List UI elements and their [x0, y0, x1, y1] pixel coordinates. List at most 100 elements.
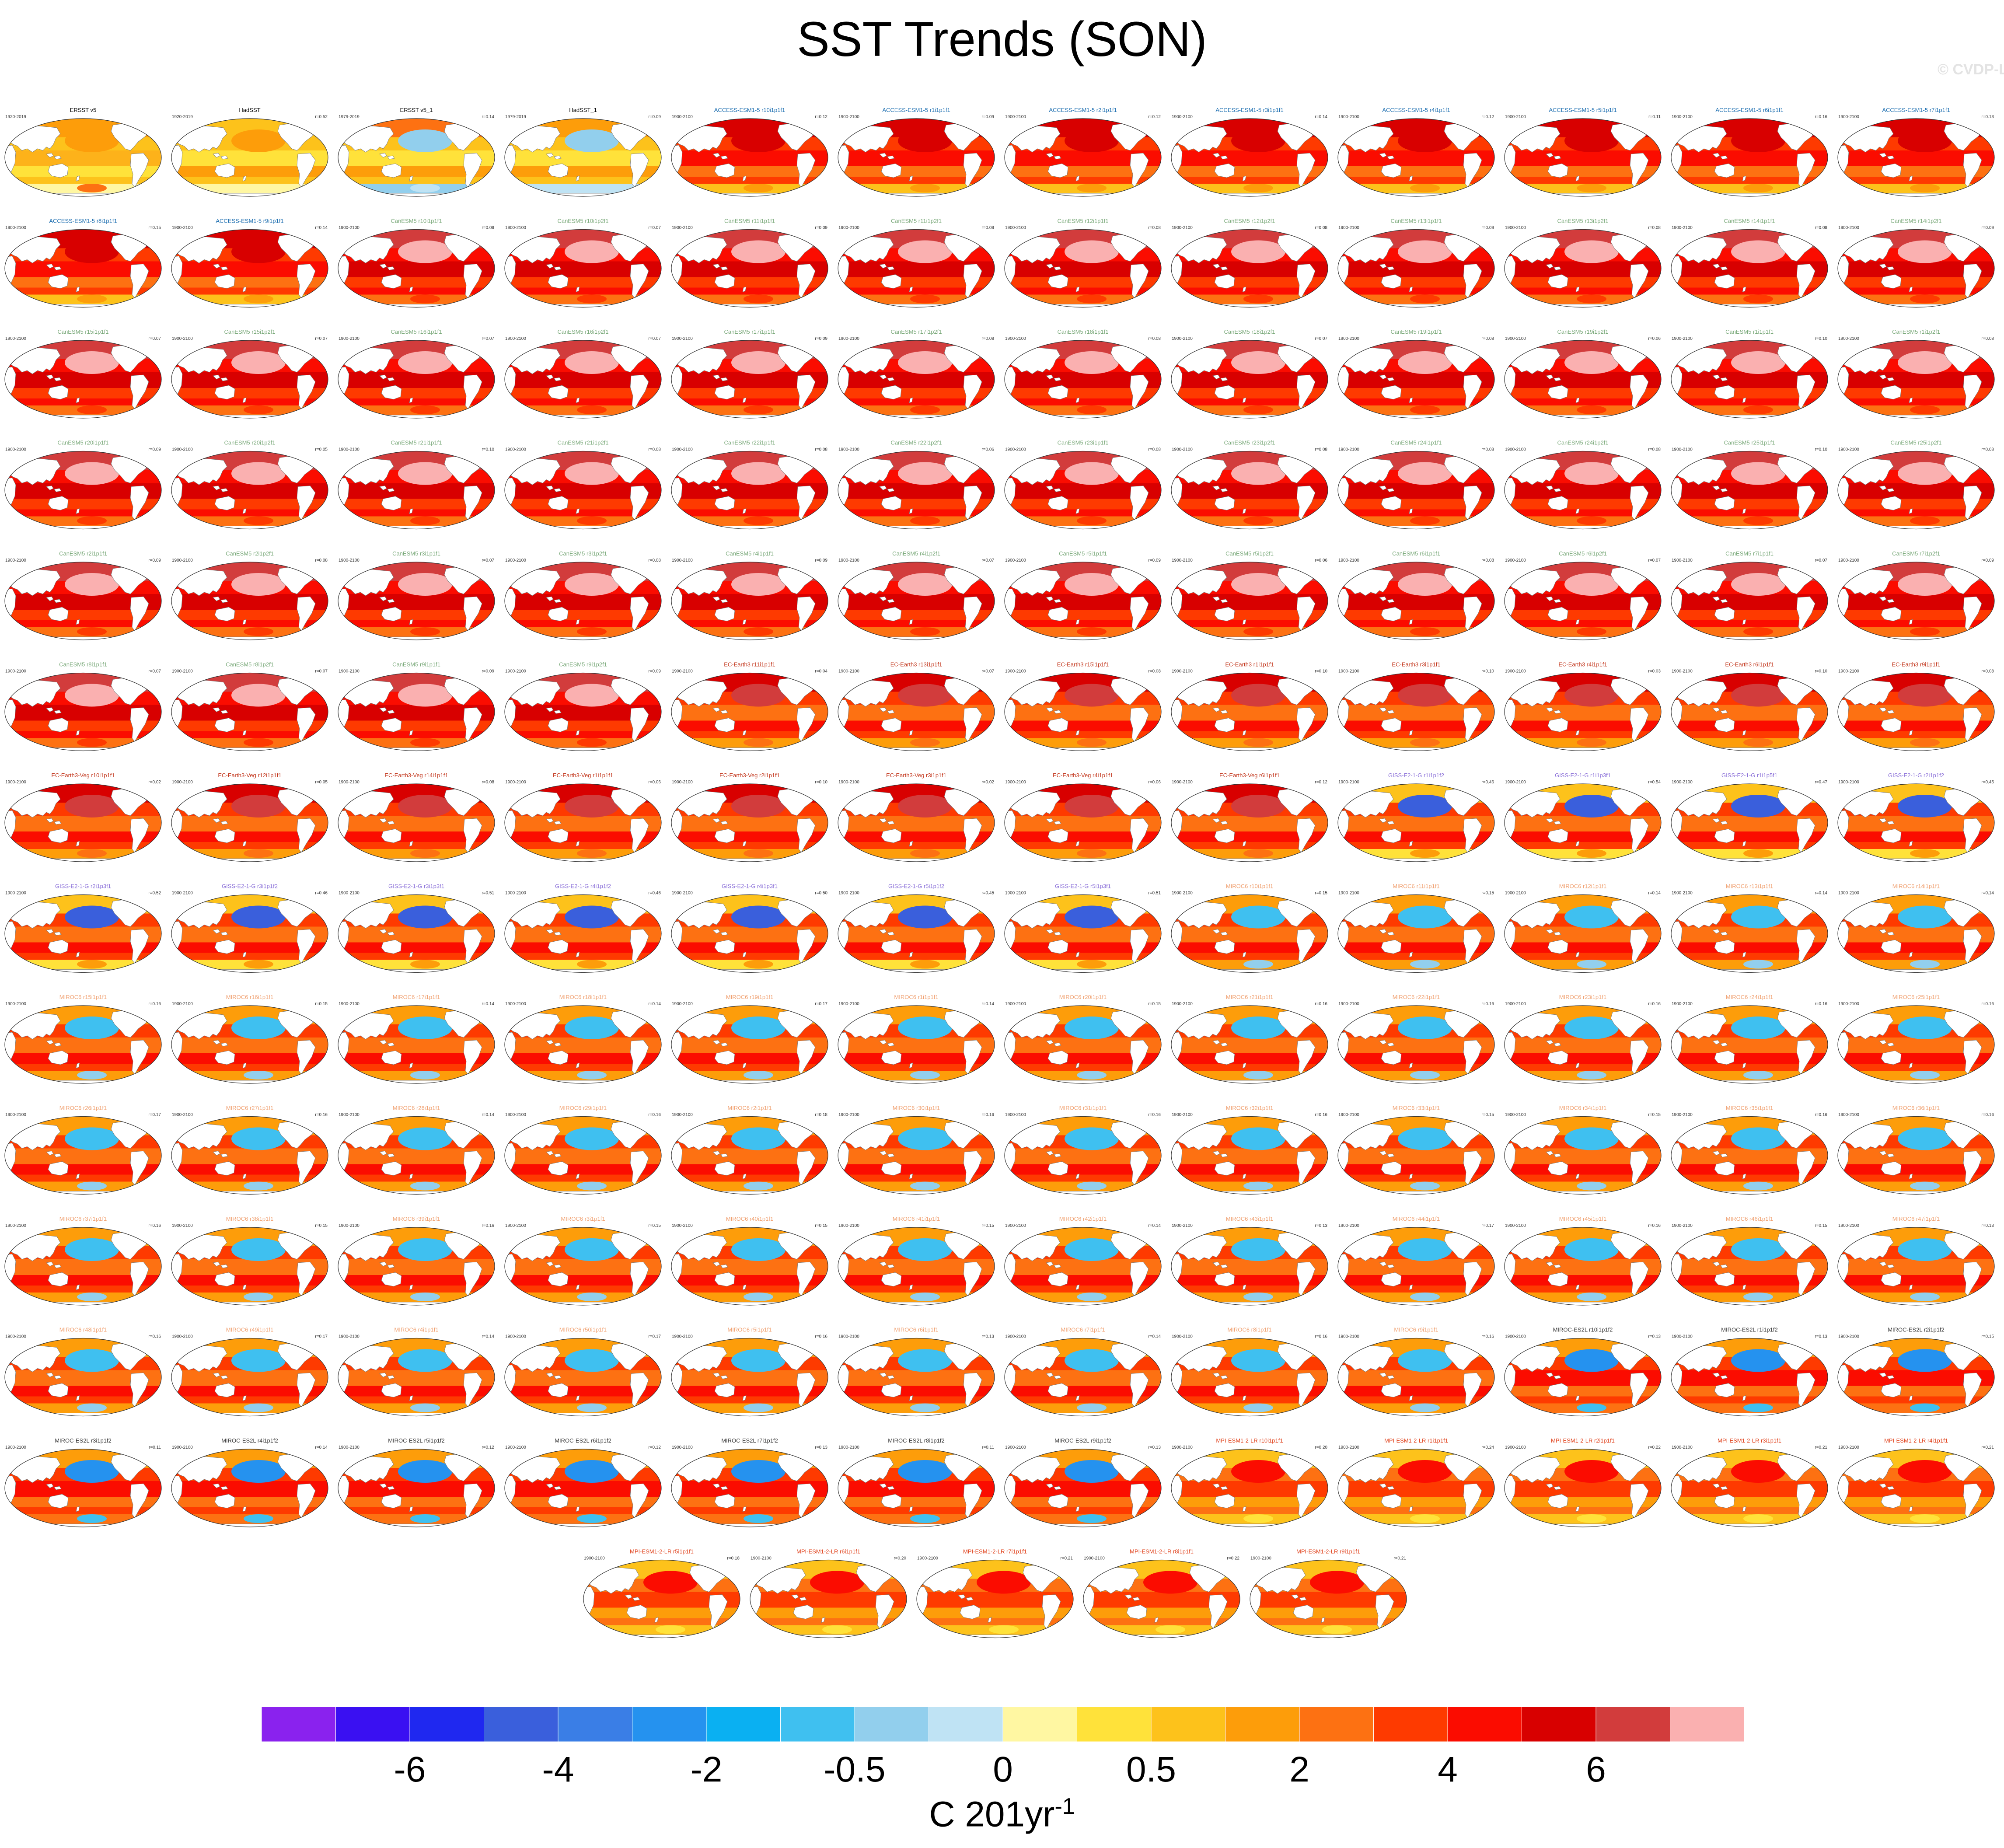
panel-title: EC-Earth3 r4i1p1f1 — [1558, 661, 1607, 668]
panel-title: GISS-E2-1-G r1i1p5f1 — [1721, 772, 1777, 779]
panel-correlation: r=0.08 — [1148, 336, 1161, 341]
colorbar-box — [409, 1706, 484, 1742]
panel-correlation: r=0.22 — [1227, 1556, 1239, 1561]
panel-correlation: r=0.54 — [1648, 780, 1661, 785]
map-panel: ACCESS-ESM1-5 r3i1p1f1 1900-2100 r=0.14 — [1171, 107, 1328, 197]
panel-correlation: r=0.12 — [815, 115, 827, 119]
panel-period: 1900-2100 — [1838, 1445, 1859, 1450]
map-panel: EC-Earth3 r9i1p1f1 1900-2100 r=0.08 — [1837, 661, 1995, 751]
panel-correlation: r=0.06 — [648, 780, 661, 785]
panel-correlation: r=0.04 — [815, 669, 827, 674]
panel-correlation: r=0.13 — [815, 1445, 827, 1450]
map-panel: CanESM5 r16i1p2f1 1900-2100 r=0.07 — [504, 328, 662, 419]
panel-title: MIROC6 r19i1p1f1 — [726, 994, 773, 1000]
panel-correlation: r=0.18 — [815, 1113, 827, 1118]
panel-period: 1900-2100 — [1672, 1113, 1693, 1118]
panel-correlation: r=0.07 — [148, 669, 161, 674]
panel-correlation: r=0.16 — [648, 1113, 661, 1118]
panel-period: 1900-2100 — [1672, 115, 1693, 119]
panel-period: 1900-2100 — [1338, 1002, 1359, 1006]
panel-correlation: r=0.15 — [1481, 1113, 1494, 1118]
panel-title: CanESM5 r15i1p2f1 — [224, 328, 275, 335]
panel-title: MPI-ESM1-2-LR r5i1p1f1 — [630, 1548, 694, 1555]
panel-period: 1900-2100 — [339, 336, 360, 341]
colorbar-box — [1077, 1706, 1152, 1742]
panel-period: 1900-2100 — [672, 115, 693, 119]
panel-title: MIROC6 r44i1p1f1 — [1393, 1216, 1440, 1222]
panel-correlation: r=0.08 — [648, 447, 661, 452]
panel-title: MIROC6 r17i1p1f1 — [393, 994, 440, 1000]
colorbar-tick-label: 0.5 — [1126, 1750, 1176, 1789]
panel-title: MIROC6 r30i1p1f1 — [893, 1105, 940, 1111]
panel-correlation: r=0.07 — [648, 336, 661, 341]
panel-correlation: r=0.07 — [315, 669, 328, 674]
panel-correlation: r=0.14 — [1315, 115, 1327, 119]
panel-correlation: r=0.15 — [981, 1223, 994, 1228]
panel-correlation: r=0.50 — [815, 891, 827, 896]
panel-period: 1900-2100 — [1172, 669, 1193, 674]
panel-correlation: r=0.14 — [1981, 891, 1994, 896]
panel-period: 1900-2100 — [172, 1113, 193, 1118]
panel-correlation: r=0.14 — [482, 1113, 494, 1118]
map-panel: CanESM5 r22i1p2f1 1900-2100 r=0.06 — [838, 440, 995, 530]
panel-title: ACCESS-ESM1-5 r3i1p1f1 — [1215, 107, 1283, 113]
panel-title: MIROC6 r49i1p1f1 — [226, 1327, 273, 1333]
panel-period: 1979-2019 — [339, 115, 360, 119]
panel-period: 1900-2100 — [1172, 226, 1193, 231]
panel-period: 1900-2100 — [505, 336, 526, 341]
panel-period: 1900-2100 — [5, 1445, 26, 1450]
map-panel: MIROC6 r36i1p1f1 1900-2100 r=0.16 — [1837, 1105, 1995, 1195]
map-panel: CanESM5 r6i1p2f1 1900-2100 r=0.07 — [1504, 550, 1662, 640]
colorbar-box — [854, 1706, 929, 1742]
panel-correlation: r=0.08 — [315, 558, 328, 563]
panel-correlation: r=0.14 — [1148, 1223, 1161, 1228]
panel-correlation: r=0.11 — [982, 1445, 994, 1450]
panel-period: 1900-2100 — [1505, 891, 1526, 896]
map-panel: EC-Earth3 r13i1p1f1 1900-2100 r=0.07 — [838, 661, 995, 751]
panel-period: 1900-2100 — [1672, 669, 1693, 674]
panel-title: CanESM5 r5i1p2f1 — [1225, 550, 1274, 557]
panel-title: MIROC6 r21i1p1f1 — [1226, 994, 1273, 1000]
panel-correlation: r=0.16 — [482, 1223, 494, 1228]
map-panel: GISS-E2-1-G r4i1p3f1 1900-2100 r=0.50 — [671, 883, 828, 973]
panel-title: GISS-E2-1-G r3i1p3f1 — [388, 883, 444, 890]
panel-title: CanESM5 r10i1p2f1 — [557, 218, 608, 224]
map-panel: MIROC6 r31i1p1f1 1900-2100 r=0.16 — [1004, 1105, 1162, 1195]
panel-correlation: r=0.08 — [1315, 447, 1327, 452]
panel-period: 1900-2100 — [1838, 447, 1859, 452]
panel-period: 1900-2100 — [172, 447, 193, 452]
panel-correlation: r=0.21 — [1060, 1556, 1073, 1561]
panel-period: 1900-2100 — [1005, 780, 1026, 785]
colorbar-tick-label: -2 — [691, 1750, 723, 1789]
panel-title: MIROC6 r15i1p1f1 — [59, 994, 107, 1000]
panel-title: CanESM5 r14i1p2f1 — [1890, 218, 1941, 224]
map-panel: MIROC6 r11i1p1f1 1900-2100 r=0.15 — [1337, 883, 1495, 973]
map-panel: CanESM5 r4i1p2f1 1900-2100 r=0.07 — [838, 550, 995, 640]
map-panel: MIROC6 r2i1p1f1 1900-2100 r=0.18 — [671, 1105, 828, 1195]
map-panel: CanESM5 r10i1p2f1 1900-2100 r=0.07 — [504, 218, 662, 308]
panel-correlation: r=0.08 — [815, 447, 827, 452]
map-panel: MIROC6 r13i1p1f1 1900-2100 r=0.14 — [1671, 883, 1828, 973]
panel-period: 1900-2100 — [672, 1113, 693, 1118]
panel-period: 1900-2100 — [5, 1334, 26, 1339]
panel-period: 1900-2100 — [1672, 1223, 1693, 1228]
map-panel: MIROC6 r40i1p1f1 1900-2100 r=0.15 — [671, 1216, 828, 1306]
panel-period: 1900-2100 — [172, 558, 193, 563]
panel-correlation: r=0.09 — [815, 336, 827, 341]
panel-title: CanESM5 r11i1p2f1 — [891, 218, 942, 224]
panel-correlation: r=0.16 — [1648, 1002, 1661, 1006]
map-panel: MIROC6 r19i1p1f1 1900-2100 r=0.17 — [671, 994, 828, 1084]
map-panel: GISS-E2-1-G r2i1p3f1 1900-2100 r=0.52 — [4, 883, 162, 973]
map-panel: CanESM5 r3i1p2f1 1900-2100 r=0.08 — [504, 550, 662, 640]
panel-title: CanESM5 r20i1p1f1 — [57, 440, 108, 446]
panel-period: 1900-2100 — [672, 558, 693, 563]
map-panel: MIROC6 r39i1p1f1 1900-2100 r=0.16 — [338, 1216, 495, 1306]
panel-title: CanESM5 r12i1p2f1 — [1224, 218, 1275, 224]
map-panel: CanESM5 r9i1p2f1 1900-2100 r=0.09 — [504, 661, 662, 751]
colorbar-tick-label: -0.5 — [824, 1750, 885, 1789]
map-panel: MIROC6 r26i1p1f1 1900-2100 r=0.17 — [4, 1105, 162, 1195]
panel-title: ACCESS-ESM1-5 r4i1p1f1 — [1382, 107, 1450, 113]
panel-period: 1900-2100 — [1338, 1113, 1359, 1118]
map-panel: EC-Earth3-Veg r2i1p1f1 1900-2100 r=0.10 — [671, 772, 828, 862]
panel-correlation: r=0.08 — [1481, 336, 1494, 341]
